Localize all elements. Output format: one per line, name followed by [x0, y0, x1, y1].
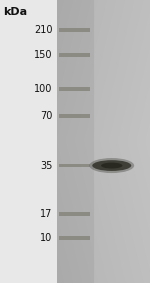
Ellipse shape: [101, 163, 122, 168]
Text: 150: 150: [34, 50, 52, 60]
Text: 17: 17: [40, 209, 52, 219]
Bar: [58, 87, 90, 91]
Text: 10: 10: [40, 233, 52, 243]
Bar: [58, 212, 90, 216]
Bar: [58, 53, 90, 57]
Bar: [58, 28, 90, 31]
Text: 210: 210: [34, 25, 52, 35]
Ellipse shape: [92, 160, 131, 171]
Text: kDa: kDa: [3, 7, 27, 17]
Ellipse shape: [89, 158, 134, 173]
Text: 70: 70: [40, 111, 52, 121]
Bar: [58, 164, 90, 168]
Bar: [58, 236, 90, 239]
Text: 35: 35: [40, 160, 52, 171]
Text: 100: 100: [34, 84, 52, 94]
Bar: [58, 114, 90, 118]
